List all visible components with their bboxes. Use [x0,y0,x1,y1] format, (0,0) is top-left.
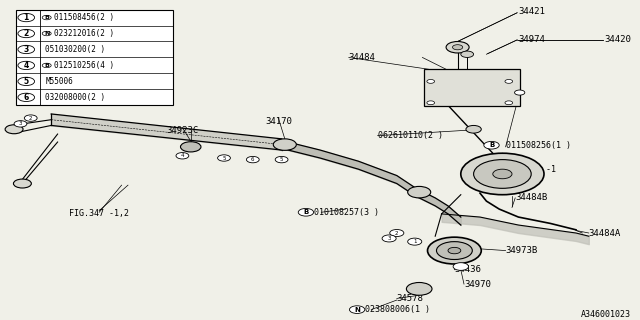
Text: 010108257(3 ): 010108257(3 ) [314,208,379,217]
Text: B: B [44,63,49,68]
Text: 6: 6 [251,157,255,162]
Circle shape [246,156,259,163]
Text: 011508256(1 ): 011508256(1 ) [506,141,571,150]
Text: 3: 3 [19,121,22,126]
Text: 1: 1 [413,239,417,244]
Circle shape [427,79,435,83]
Text: 34170: 34170 [265,117,292,126]
Text: 2: 2 [395,230,399,236]
Circle shape [18,13,35,22]
Text: 012510256(4 ): 012510256(4 ) [54,61,115,70]
Text: 032008000(2 ): 032008000(2 ) [45,93,106,102]
Text: 062610110(2 ): 062610110(2 ) [378,131,443,140]
Circle shape [448,247,461,254]
Circle shape [406,283,432,295]
Circle shape [461,153,544,195]
Circle shape [505,101,513,105]
Circle shape [18,93,35,101]
Text: 023212016(2 ): 023212016(2 ) [54,29,115,38]
Text: 34420: 34420 [605,36,632,44]
FancyBboxPatch shape [424,69,520,106]
Text: 2: 2 [29,116,33,121]
Text: M55006: M55006 [45,77,73,86]
Text: 5: 5 [280,157,284,162]
Text: 34578: 34578 [397,294,424,303]
Text: 4: 4 [180,153,184,158]
Text: 34484A: 34484A [589,228,621,237]
Text: 4: 4 [24,61,29,70]
Circle shape [13,179,31,188]
Circle shape [408,238,422,245]
Circle shape [474,160,531,188]
Text: 051030200(2 ): 051030200(2 ) [45,45,106,54]
Text: 34484: 34484 [349,53,376,62]
Text: 6: 6 [24,93,29,102]
Circle shape [24,115,37,121]
Circle shape [515,90,525,95]
Text: 1: 1 [24,13,29,22]
Circle shape [428,237,481,264]
Text: 023808006(1 ): 023808006(1 ) [365,305,430,314]
Circle shape [466,125,481,133]
Text: 34974: 34974 [518,36,545,44]
Circle shape [505,79,513,83]
Circle shape [275,156,288,163]
Circle shape [42,15,51,20]
Text: 34436: 34436 [454,265,481,274]
Circle shape [18,77,35,85]
Circle shape [493,169,512,179]
Text: A346001023: A346001023 [580,310,630,319]
Circle shape [176,153,189,159]
Text: 2: 2 [24,29,29,38]
Text: 011508456(2 ): 011508456(2 ) [54,13,115,22]
Circle shape [484,141,499,149]
Circle shape [382,235,396,242]
Circle shape [298,208,314,216]
Text: B: B [303,209,308,215]
Circle shape [18,61,35,69]
Text: 5: 5 [24,77,29,86]
Circle shape [446,42,469,53]
Circle shape [408,187,431,198]
Text: N: N [44,31,49,36]
Circle shape [18,45,35,54]
Circle shape [14,121,27,127]
Circle shape [349,306,365,314]
Text: FIG.348 -1: FIG.348 -1 [506,165,556,174]
Circle shape [390,229,404,236]
Circle shape [180,142,201,152]
Text: 3: 3 [24,45,29,54]
Text: FIG.347 -1,2: FIG.347 -1,2 [69,209,129,218]
Text: 34973B: 34973B [506,246,538,255]
Text: N: N [354,307,360,313]
Circle shape [218,155,230,161]
FancyBboxPatch shape [16,10,173,105]
Circle shape [436,242,472,260]
Text: 3: 3 [387,236,391,241]
Text: 34421: 34421 [518,7,545,16]
Text: B: B [489,142,494,148]
Text: B: B [44,15,49,20]
Circle shape [427,101,435,105]
Text: 34484B: 34484B [515,193,547,203]
Circle shape [273,139,296,150]
Text: 34970: 34970 [464,280,491,289]
Circle shape [452,45,463,50]
Text: 5: 5 [222,156,226,161]
Circle shape [42,31,51,36]
Circle shape [461,51,474,58]
Circle shape [5,125,23,134]
Circle shape [18,29,35,38]
Circle shape [42,63,51,68]
Text: 34923C: 34923C [166,126,198,135]
Circle shape [453,263,468,270]
